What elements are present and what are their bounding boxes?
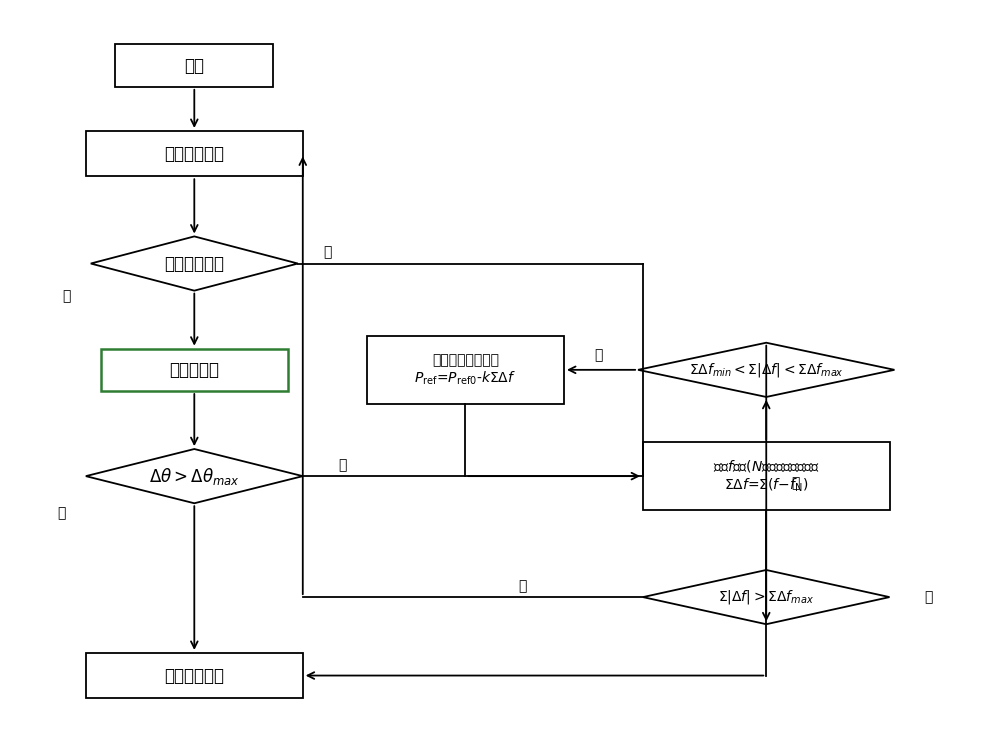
- Text: 否: 否: [323, 246, 332, 259]
- Text: $\Sigma|\Delta f|$$>$$\Sigma\Delta f_{max}$: $\Sigma|\Delta f|$$>$$\Sigma\Delta f_{ma…: [718, 588, 814, 606]
- Text: $\Delta\theta > \Delta\theta_{max}$: $\Delta\theta > \Delta\theta_{max}$: [149, 465, 240, 486]
- FancyBboxPatch shape: [367, 336, 564, 403]
- Text: 并列运行控制: 并列运行控制: [164, 145, 224, 163]
- Polygon shape: [638, 343, 894, 397]
- Polygon shape: [643, 570, 890, 624]
- Polygon shape: [91, 236, 298, 291]
- Text: 孤岛运行控制: 孤岛运行控制: [164, 666, 224, 684]
- Text: 是: 是: [62, 290, 70, 303]
- FancyBboxPatch shape: [115, 44, 273, 87]
- Text: 是: 是: [57, 506, 65, 520]
- Text: 是: 是: [925, 590, 933, 604]
- Text: 开始: 开始: [184, 57, 204, 75]
- Text: 否: 否: [338, 458, 346, 472]
- Text: 电压正向过零: 电压正向过零: [164, 255, 224, 273]
- Text: 否: 否: [792, 477, 800, 491]
- Text: 调整送端功率定值
$P_{\mathrm{ref}}$=$P_{\mathrm{ref0}}$-$k\Sigma\Delta f$: 调整送端功率定值 $P_{\mathrm{ref}}$=$P_{\mathrm{…: [414, 353, 517, 387]
- FancyBboxPatch shape: [86, 131, 303, 176]
- Text: $\Sigma\Delta f_{min}$$<$$\Sigma|\Delta f|$$<$$\Sigma\Delta f_{max}$: $\Sigma\Delta f_{min}$$<$$\Sigma|\Delta …: [689, 361, 844, 379]
- Polygon shape: [86, 449, 303, 503]
- FancyBboxPatch shape: [643, 442, 890, 510]
- FancyBboxPatch shape: [86, 653, 303, 698]
- Text: 否: 否: [518, 579, 526, 593]
- Text: 频率$f$检测($N$个周期），并求取
$\Sigma\Delta f$=$\Sigma$($f$$-$$f_{\mathrm{N}}$): 频率$f$检测($N$个周期），并求取 $\Sigma\Delta f$=$\S…: [713, 458, 820, 494]
- Text: 是: 是: [594, 348, 603, 362]
- FancyBboxPatch shape: [101, 349, 288, 391]
- Text: 相位差检测: 相位差检测: [169, 361, 219, 379]
